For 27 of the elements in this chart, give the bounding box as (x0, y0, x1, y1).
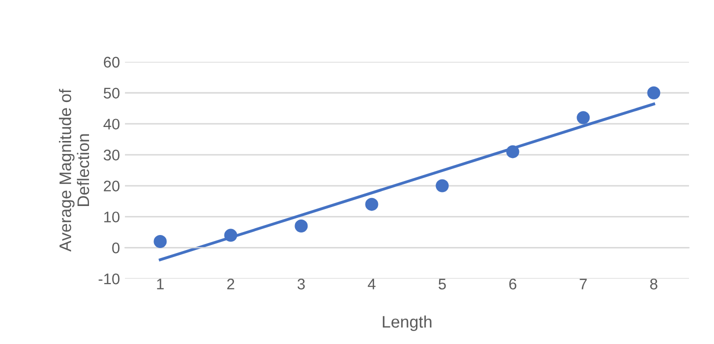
x-axis-title: Length (382, 315, 432, 332)
line-series (158, 102, 656, 262)
point (647, 86, 660, 100)
x-tick-label: 3 (298, 278, 305, 290)
x-tick-label: 8 (650, 278, 658, 290)
point (506, 145, 520, 158)
y-tick-label: 60 (104, 56, 120, 68)
x-tick-label: 7 (580, 278, 587, 290)
y-tick-label: -10 (98, 274, 120, 284)
point (436, 179, 449, 192)
x-tick-label: 4 (368, 278, 376, 290)
y-tick-label: 30 (104, 150, 120, 160)
x-tick-label: 6 (509, 278, 516, 290)
y-tick-label: 50 (104, 88, 120, 99)
point (224, 228, 238, 242)
y-tick-label: 0 (112, 242, 120, 254)
y-tick-label: 40 (103, 118, 120, 130)
x-tick-label: 5 (438, 278, 446, 290)
y-tick-label: 10 (104, 212, 120, 222)
y-tick-label: 20 (104, 180, 120, 192)
x-tick-label: 1 (157, 278, 164, 290)
point (576, 111, 590, 124)
point (365, 198, 378, 211)
x-tick-label: 2 (227, 278, 234, 290)
point (154, 234, 167, 248)
y-axis-title: Average Magnitude of Deflection (58, 88, 90, 252)
point (294, 220, 308, 233)
